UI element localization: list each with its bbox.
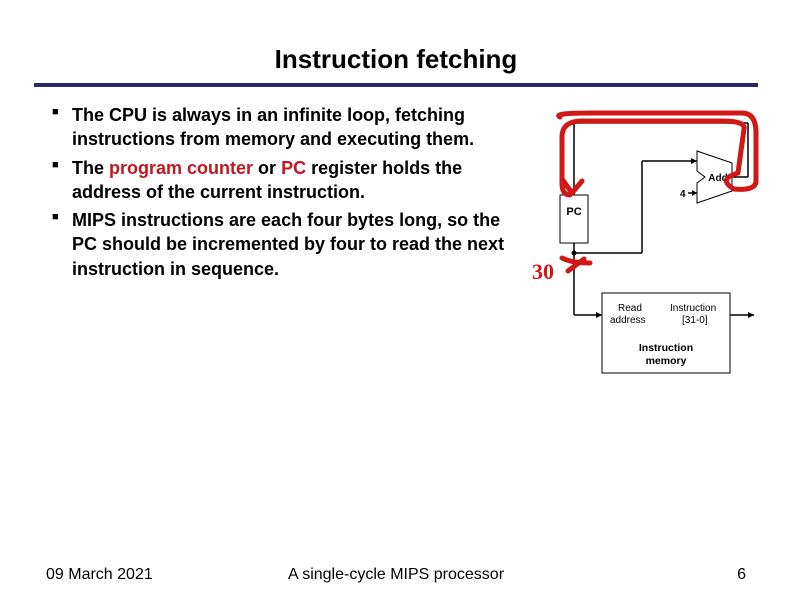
bullet-2-pre: The bbox=[72, 158, 109, 178]
instruction-memory: Read address Instruction [31-0] Instruct… bbox=[602, 293, 730, 373]
bullet-3: MIPS instructions are each four bytes lo… bbox=[52, 208, 512, 281]
bullet-list: The CPU is always in an infinite loop, f… bbox=[52, 103, 512, 285]
slide-title: Instruction fetching bbox=[0, 0, 792, 83]
bullet-2-mid: or bbox=[253, 158, 281, 178]
bullet-1: The CPU is always in an infinite loop, f… bbox=[52, 103, 512, 152]
imem-label2: memory bbox=[646, 355, 687, 367]
footer-center: A single-cycle MIPS processor bbox=[0, 566, 792, 584]
bullet-2-hl1: program counter bbox=[109, 158, 253, 178]
imem-bits: [31-0] bbox=[682, 315, 708, 326]
pc-register: PC bbox=[560, 195, 588, 243]
footer: 09 March 2021 A single-cycle MIPS proces… bbox=[0, 566, 792, 584]
pc-label: PC bbox=[566, 206, 581, 218]
const-4: 4 bbox=[680, 189, 686, 200]
imem-label1: Instruction bbox=[639, 342, 693, 354]
title-underline bbox=[34, 83, 758, 87]
annotation-30: 30 bbox=[532, 259, 554, 285]
imem-address: address bbox=[610, 315, 646, 326]
bullet-3-text: MIPS instructions are each four bytes lo… bbox=[72, 210, 504, 279]
bullet-1-text: The CPU is always in an infinite loop, f… bbox=[72, 105, 474, 149]
diagram-svg: PC Add 4 Read address Instruction [31-0]… bbox=[512, 103, 762, 393]
imem-instr: Instruction bbox=[670, 303, 716, 314]
imem-read: Read bbox=[618, 303, 642, 314]
bullet-2: The program counter or PC register holds… bbox=[52, 156, 512, 205]
diagram: PC Add 4 Read address Instruction [31-0]… bbox=[512, 103, 758, 393]
content-row: The CPU is always in an infinite loop, f… bbox=[0, 103, 792, 393]
bullet-2-hl2: PC bbox=[281, 158, 306, 178]
